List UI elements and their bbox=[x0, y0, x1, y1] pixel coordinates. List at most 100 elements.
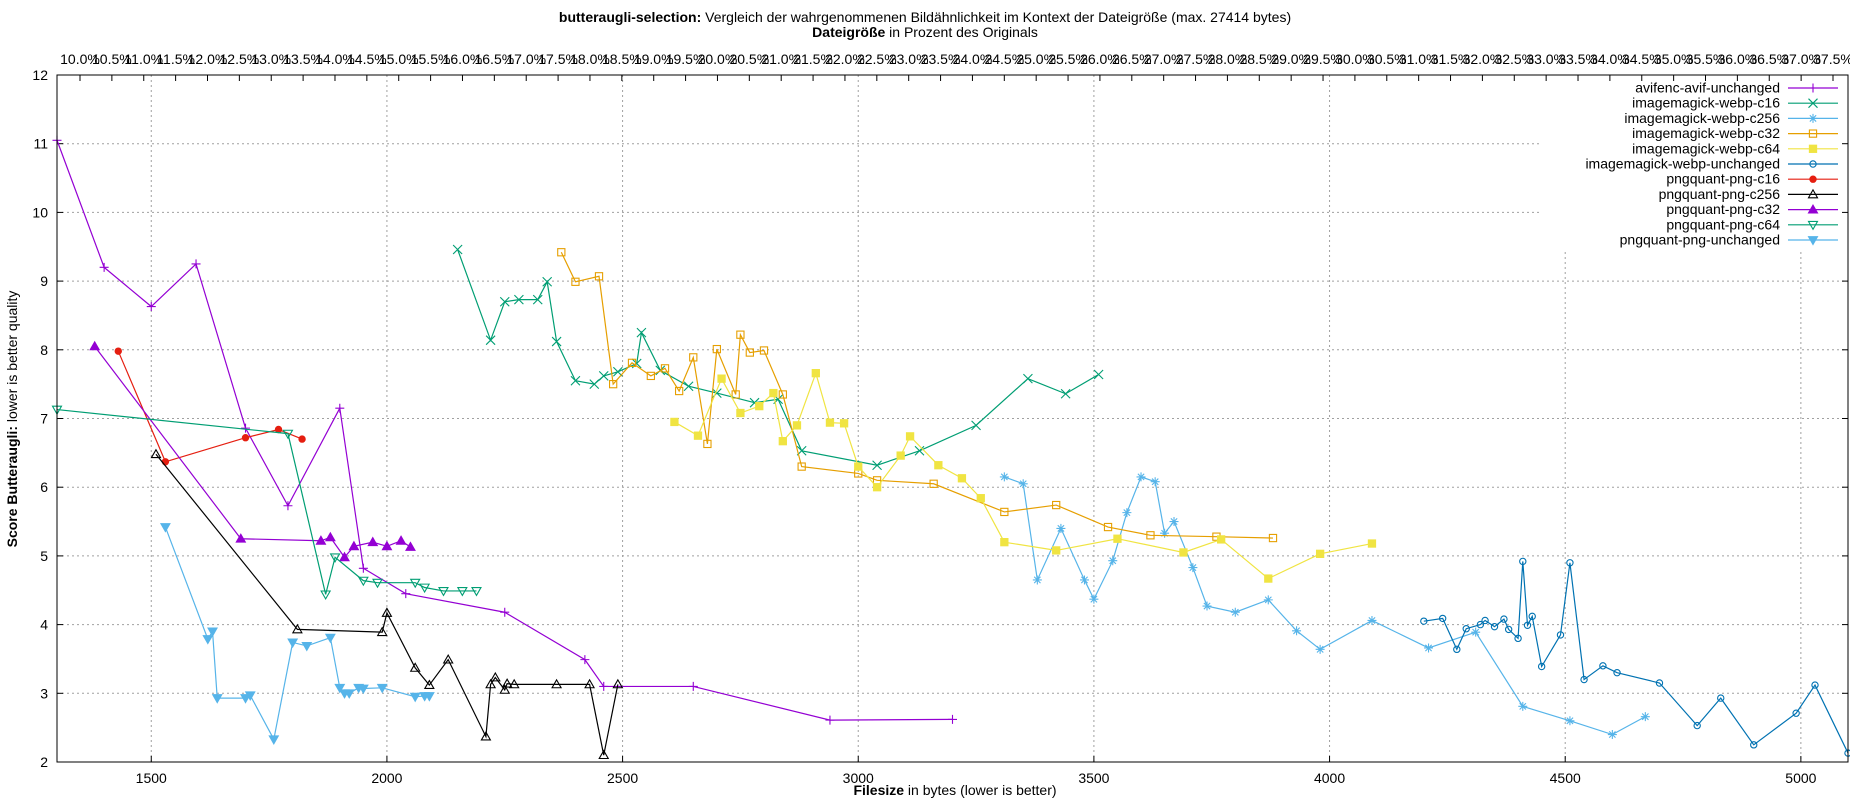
data-point bbox=[1137, 472, 1146, 481]
data-point bbox=[812, 370, 819, 377]
data-point bbox=[500, 608, 509, 617]
series-line bbox=[674, 373, 1372, 578]
data-series bbox=[53, 136, 1850, 759]
series-imagemagick-webp-c256 bbox=[1000, 472, 1650, 739]
data-point bbox=[486, 336, 495, 345]
grid-lines bbox=[57, 75, 1848, 762]
series-imagemagick-webp-c16 bbox=[453, 245, 1103, 470]
series-line bbox=[1424, 561, 1848, 753]
data-point bbox=[411, 693, 420, 701]
legend-label: avifenc-avif-unchanged bbox=[1635, 80, 1780, 96]
data-point bbox=[1019, 479, 1028, 488]
data-point bbox=[1565, 716, 1574, 725]
series-line bbox=[561, 252, 1273, 538]
data-point bbox=[115, 348, 121, 354]
legend-label: pngquant-png-c32 bbox=[1666, 201, 1780, 217]
data-point bbox=[1367, 616, 1376, 625]
x-axis-label-rest: in bytes (lower is better) bbox=[904, 782, 1057, 798]
data-point bbox=[397, 536, 406, 544]
legend-label: pngquant-png-c256 bbox=[1659, 186, 1781, 202]
data-point bbox=[1056, 524, 1065, 533]
data-point bbox=[948, 715, 957, 724]
data-point bbox=[368, 538, 377, 546]
data-point bbox=[151, 450, 160, 458]
series-avifenc-avif-unchanged bbox=[53, 136, 958, 725]
data-point bbox=[241, 424, 250, 433]
top-percent-axis-ticks: 10.0%10.5%11.0%11.5%12.0%12.5%13.0%13.5%… bbox=[60, 51, 1850, 81]
series-imagemagick-webp-c32 bbox=[558, 249, 1277, 542]
data-point bbox=[825, 716, 834, 725]
data-point bbox=[1080, 575, 1089, 584]
legend: avifenc-avif-unchangedimagemagick-webp-c… bbox=[1585, 80, 1838, 248]
y-tick-label: 2 bbox=[40, 754, 48, 770]
data-point bbox=[897, 452, 904, 459]
series-pngquant-png-c16 bbox=[115, 348, 305, 465]
data-point bbox=[580, 655, 589, 664]
data-point bbox=[269, 736, 278, 744]
data-point bbox=[1188, 563, 1197, 572]
data-point bbox=[1122, 508, 1131, 517]
data-point bbox=[1001, 539, 1008, 546]
legend-marker bbox=[1809, 145, 1816, 152]
y-axis-label: Score Butteraugli: lower is better quali… bbox=[4, 291, 20, 548]
data-point bbox=[718, 375, 725, 382]
data-point bbox=[1518, 702, 1527, 711]
legend-label: imagemagick-webp-unchanged bbox=[1585, 156, 1780, 172]
y-tick-label: 4 bbox=[40, 617, 48, 633]
data-point bbox=[1471, 628, 1480, 637]
data-point bbox=[299, 436, 305, 442]
legend-label: imagemagick-webp-c16 bbox=[1632, 95, 1780, 111]
series-line bbox=[1004, 477, 1645, 735]
x2-axis-label: Dateigröße in Prozent des Originals bbox=[812, 24, 1038, 40]
data-point bbox=[1424, 643, 1433, 652]
data-point bbox=[671, 418, 678, 425]
data-point bbox=[1000, 472, 1009, 481]
data-point bbox=[208, 628, 217, 636]
data-point bbox=[793, 422, 800, 429]
legend-label: pngquant-png-c16 bbox=[1666, 171, 1780, 187]
y-tick-label: 5 bbox=[40, 548, 48, 564]
data-point bbox=[1317, 550, 1324, 557]
y-tick-label: 8 bbox=[40, 342, 48, 358]
x2-axis-label-bold: Dateigröße bbox=[812, 24, 885, 40]
x-axis-label-bold: Filesize bbox=[853, 782, 904, 798]
data-point bbox=[779, 438, 786, 445]
data-point bbox=[599, 371, 608, 380]
data-point bbox=[684, 382, 693, 391]
data-point bbox=[1108, 556, 1117, 565]
legend-label: imagemagick-webp-c32 bbox=[1632, 125, 1780, 141]
data-point bbox=[1089, 595, 1098, 604]
data-point bbox=[855, 463, 862, 470]
data-point bbox=[1368, 540, 1375, 547]
data-point bbox=[826, 419, 833, 426]
data-point bbox=[840, 420, 847, 427]
data-point bbox=[326, 533, 335, 541]
legend-label: pngquant-png-unchanged bbox=[1620, 232, 1780, 248]
legend-label: imagemagick-webp-c256 bbox=[1624, 110, 1780, 126]
data-point bbox=[1114, 535, 1121, 542]
y-tick-label: 7 bbox=[40, 411, 48, 427]
data-point bbox=[406, 542, 415, 550]
data-point bbox=[906, 433, 913, 440]
data-point bbox=[1061, 389, 1070, 398]
legend-item-pngquant-png-c32: pngquant-png-c32 bbox=[1666, 201, 1838, 217]
x-tick-label: 4500 bbox=[1550, 770, 1581, 786]
x-tick-label: 2000 bbox=[371, 770, 402, 786]
series-line bbox=[57, 410, 476, 595]
series-line bbox=[118, 351, 302, 462]
data-point bbox=[558, 249, 565, 256]
legend-label: pngquant-png-c64 bbox=[1666, 216, 1780, 232]
legend-item-pngquant-png-c64: pngquant-png-c64 bbox=[1666, 216, 1838, 232]
legend-marker bbox=[1809, 84, 1818, 93]
data-point bbox=[1094, 370, 1103, 379]
x-tick-label: 1500 bbox=[136, 770, 167, 786]
series-line bbox=[458, 249, 1099, 465]
y-tick-label: 12 bbox=[32, 67, 48, 83]
data-point bbox=[283, 501, 292, 510]
chart-title-rest: Vergleich der wahrgenommenen Bildähnlich… bbox=[701, 9, 1291, 25]
data-point bbox=[770, 389, 777, 396]
data-point bbox=[873, 484, 880, 491]
legend-item-pngquant-png-unchanged: pngquant-png-unchanged bbox=[1620, 232, 1838, 248]
